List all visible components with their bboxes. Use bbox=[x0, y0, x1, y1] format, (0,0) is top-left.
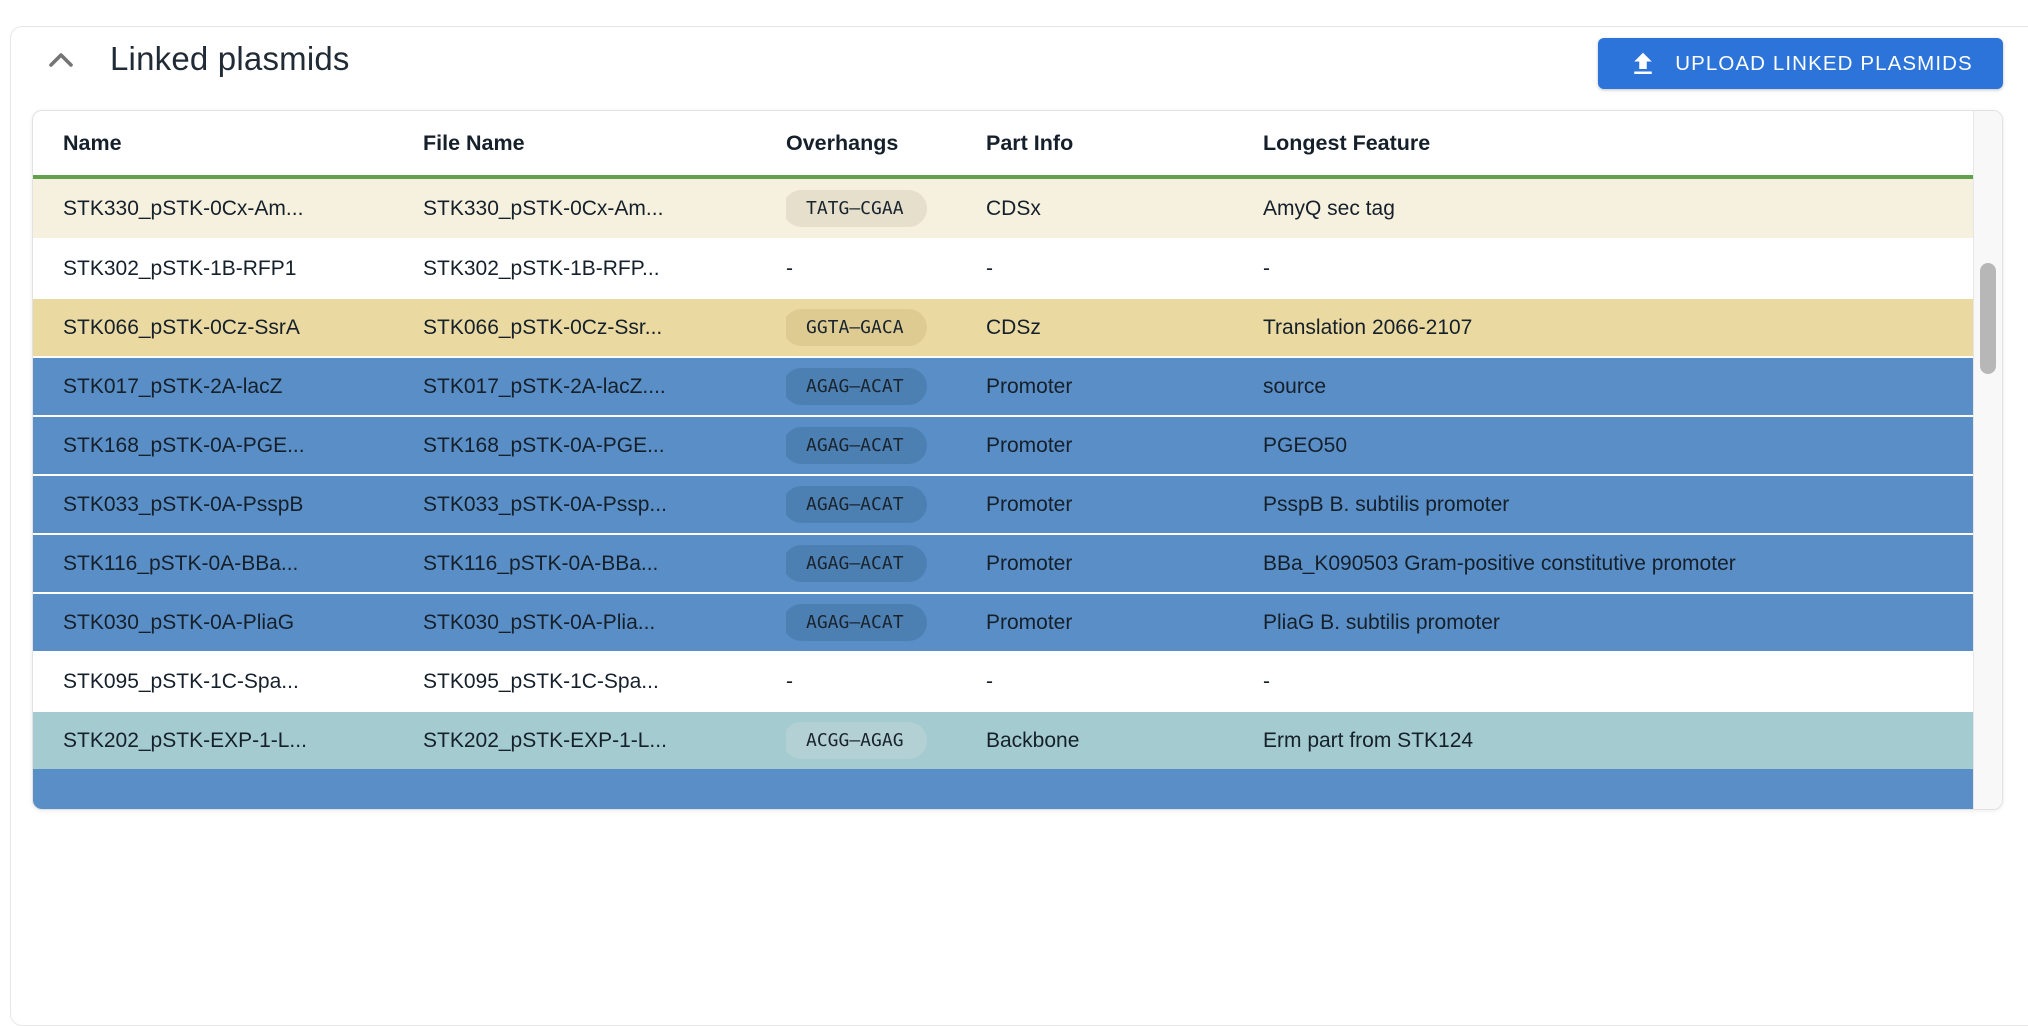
cell-name: STK330_pSTK-0Cx-Am... bbox=[63, 196, 304, 220]
cell-overhangs: - bbox=[786, 669, 793, 693]
cell-name: STK095_pSTK-1C-Spa... bbox=[63, 669, 299, 693]
table-row[interactable]: STK033_pSTK-0A-PsspB STK033_pSTK-0A-Pssp… bbox=[33, 474, 1973, 533]
cell-longest-feature: - bbox=[1263, 256, 1270, 280]
upload-icon bbox=[1628, 49, 1658, 79]
overhang-pill: ACGG–AGAG bbox=[786, 722, 927, 759]
table-row[interactable]: STK202_pSTK-EXP-1-L... STK202_pSTK-EXP-1… bbox=[33, 710, 1973, 769]
cell-file-name: STK066_pSTK-0Cz-Ssr... bbox=[423, 315, 663, 339]
cell-file-name: STK116_pSTK-0A-BBa... bbox=[423, 551, 659, 575]
cell-longest-feature: PliaG B. subtilis promoter bbox=[1263, 610, 1500, 634]
table-row[interactable]: STK330_pSTK-0Cx-Am... STK330_pSTK-0Cx-Am… bbox=[33, 179, 1973, 238]
cell-longest-feature: - bbox=[1263, 669, 1270, 693]
cell-overhangs: GGTA–GACA bbox=[786, 309, 986, 346]
cell-name: STK033_pSTK-0A-PsspB bbox=[63, 492, 304, 516]
cell-overhangs: AGAG–ACAT bbox=[786, 604, 986, 641]
chevron-up-icon bbox=[48, 52, 84, 68]
cell-part-info: CDSz bbox=[986, 315, 1041, 339]
table-row[interactable]: STK017_pSTK-2A-lacZ STK017_pSTK-2A-lacZ.… bbox=[33, 356, 1973, 415]
column-header-longest-feature: Longest Feature bbox=[1263, 130, 1431, 155]
table-row[interactable]: STK168_pSTK-0A-PGE... STK168_pSTK-0A-PGE… bbox=[33, 415, 1973, 474]
overhang-pill: AGAG–ACAT bbox=[786, 604, 927, 641]
upload-button-label: UPLOAD LINKED PLASMIDS bbox=[1675, 51, 1973, 75]
cell-name: STK168_pSTK-0A-PGE... bbox=[63, 433, 305, 457]
cell-part-info: - bbox=[986, 669, 993, 693]
partial-next-row[interactable] bbox=[33, 769, 1973, 809]
cell-file-name: STK017_pSTK-2A-lacZ.... bbox=[423, 374, 666, 398]
cell-part-info: CDSx bbox=[986, 196, 1041, 220]
section-header: Linked plasmids UPLOAD LINKED PLASMIDS bbox=[0, 0, 2028, 110]
cell-name: STK066_pSTK-0Cz-SsrA bbox=[63, 315, 300, 339]
cell-overhangs: AGAG–ACAT bbox=[786, 545, 986, 582]
cell-file-name: STK033_pSTK-0A-Pssp... bbox=[423, 492, 667, 516]
table-area: Name File Name Overhangs Part Info Longe… bbox=[33, 111, 1973, 809]
table-row[interactable]: STK030_pSTK-0A-PliaG STK030_pSTK-0A-Plia… bbox=[33, 592, 1973, 651]
cell-part-info: Promoter bbox=[986, 492, 1073, 516]
column-header-part-info: Part Info bbox=[986, 130, 1074, 155]
cell-part-info: - bbox=[986, 256, 993, 280]
table-row[interactable]: STK302_pSTK-1B-RFP1 STK302_pSTK-1B-RFP..… bbox=[33, 238, 1973, 297]
cell-name: STK302_pSTK-1B-RFP1 bbox=[63, 256, 297, 280]
linked-plasmids-table: Name File Name Overhangs Part Info Longe… bbox=[32, 110, 2003, 810]
cell-overhangs: TATG–CGAA bbox=[786, 190, 986, 227]
cell-overhangs: - bbox=[786, 256, 793, 280]
overhang-pill: AGAG–ACAT bbox=[786, 368, 927, 405]
overhang-pill: GGTA–GACA bbox=[786, 309, 927, 346]
cell-file-name: STK302_pSTK-1B-RFP... bbox=[423, 256, 660, 280]
cell-name: STK017_pSTK-2A-lacZ bbox=[63, 374, 283, 398]
cell-name: STK030_pSTK-0A-PliaG bbox=[63, 610, 295, 634]
cell-part-info: Promoter bbox=[986, 374, 1073, 398]
upload-linked-plasmids-button[interactable]: UPLOAD LINKED PLASMIDS bbox=[1598, 38, 2003, 89]
cell-file-name: STK095_pSTK-1C-Spa... bbox=[423, 669, 659, 693]
cell-name: STK116_pSTK-0A-BBa... bbox=[63, 551, 299, 575]
cell-longest-feature: PsspB B. subtilis promoter bbox=[1263, 492, 1510, 516]
overhang-pill: AGAG–ACAT bbox=[786, 545, 927, 582]
table-row[interactable]: STK116_pSTK-0A-BBa... STK116_pSTK-0A-BBa… bbox=[33, 533, 1973, 592]
overhang-pill: TATG–CGAA bbox=[786, 190, 927, 227]
cell-overhangs: AGAG–ACAT bbox=[786, 427, 986, 464]
cell-file-name: STK168_pSTK-0A-PGE... bbox=[423, 433, 665, 457]
column-header-overhangs: Overhangs bbox=[786, 130, 899, 155]
cell-longest-feature: PGEO50 bbox=[1263, 433, 1348, 457]
cell-file-name: STK330_pSTK-0Cx-Am... bbox=[423, 196, 664, 220]
cell-longest-feature: Translation 2066-2107 bbox=[1263, 315, 1473, 339]
cell-part-info: Promoter bbox=[986, 610, 1073, 634]
table-scrollbar-thumb[interactable] bbox=[1980, 263, 1996, 374]
cell-part-info: Promoter bbox=[986, 433, 1073, 457]
cell-part-info: Promoter bbox=[986, 551, 1073, 575]
overhang-pill: AGAG–ACAT bbox=[786, 486, 927, 523]
cell-file-name: STK202_pSTK-EXP-1-L... bbox=[423, 728, 667, 752]
cell-longest-feature: Erm part from STK124 bbox=[1263, 728, 1474, 752]
header-divider bbox=[33, 175, 1973, 179]
column-header-file-name: File Name bbox=[423, 130, 525, 155]
table-row[interactable]: STK095_pSTK-1C-Spa... STK095_pSTK-1C-Spa… bbox=[33, 651, 1973, 710]
column-header-name: Name bbox=[63, 130, 122, 155]
table-row[interactable]: STK066_pSTK-0Cz-SsrA STK066_pSTK-0Cz-Ssr… bbox=[33, 297, 1973, 356]
cell-part-info: Backbone bbox=[986, 728, 1080, 752]
collapse-section-button[interactable] bbox=[48, 46, 84, 74]
cell-name: STK202_pSTK-EXP-1-L... bbox=[63, 728, 307, 752]
cell-overhangs: ACGG–AGAG bbox=[786, 722, 986, 759]
cell-longest-feature: AmyQ sec tag bbox=[1263, 196, 1395, 220]
cell-longest-feature: source bbox=[1263, 374, 1327, 398]
table-scrollbar-track[interactable] bbox=[1973, 111, 2002, 809]
cell-file-name: STK030_pSTK-0A-Plia... bbox=[423, 610, 656, 634]
cell-longest-feature: BBa_K090503 Gram-positive constitutive p… bbox=[1263, 551, 1736, 575]
table-body: STK330_pSTK-0Cx-Am... STK330_pSTK-0Cx-Am… bbox=[33, 179, 1973, 769]
page-title: Linked plasmids bbox=[110, 40, 350, 77]
cell-overhangs: AGAG–ACAT bbox=[786, 368, 986, 405]
overhang-pill: AGAG–ACAT bbox=[786, 427, 927, 464]
table-header-row: Name File Name Overhangs Part Info Longe… bbox=[33, 111, 1973, 175]
cell-overhangs: AGAG–ACAT bbox=[786, 486, 986, 523]
